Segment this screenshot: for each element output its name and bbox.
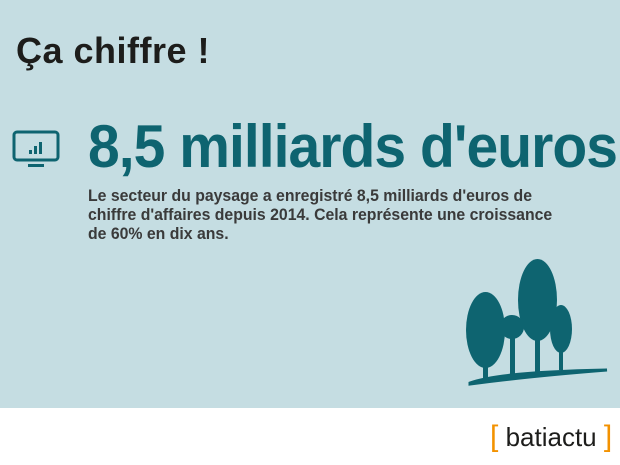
monitor-chart-icon (12, 130, 60, 167)
batiactu-logo: [ batiactu ] (490, 420, 613, 453)
description-text: Le secteur du paysage a enregistré 8,5 m… (88, 186, 553, 243)
page-title: Ça chiffre ! (16, 30, 211, 71)
headline-figure: 8,5 milliards d'euros (88, 113, 618, 180)
infographic-panel (0, 0, 620, 408)
trees-illustration (466, 259, 608, 386)
